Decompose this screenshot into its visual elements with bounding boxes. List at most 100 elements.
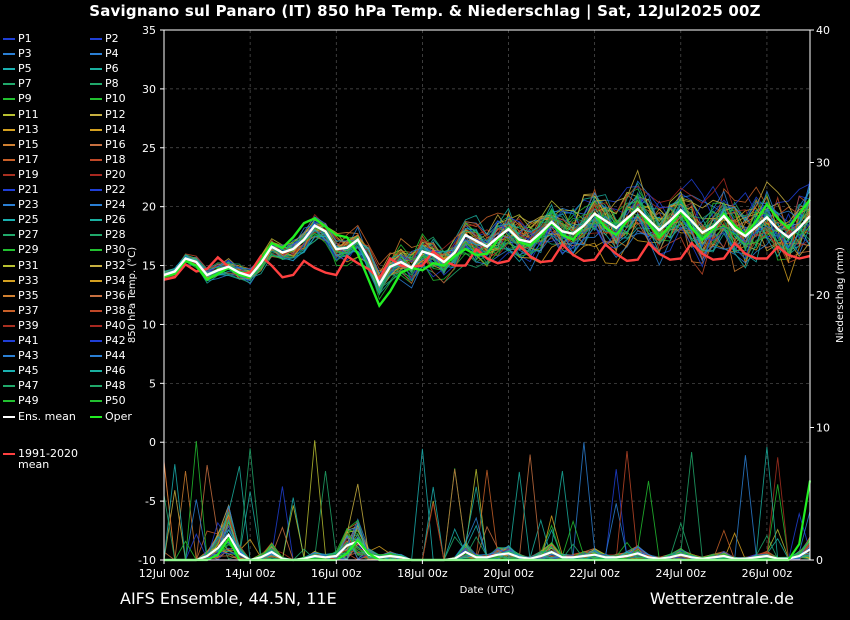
legend-label: Ens. mean bbox=[18, 409, 76, 423]
legend-swatch bbox=[3, 219, 15, 222]
legend-entry: Ens. mean bbox=[3, 410, 76, 424]
precip-line-P11 bbox=[164, 440, 811, 561]
y-tick-label: 30 bbox=[142, 83, 156, 96]
legend-swatch bbox=[3, 98, 15, 101]
legend-label: P40 bbox=[105, 318, 126, 332]
axes: 35 30 25 20 15 10 5 0 -5 -10 40 30 20 10 0 12Jul 00z 14J… bbox=[127, 24, 846, 596]
legend-swatch bbox=[90, 204, 102, 207]
legend-entry: P24 bbox=[90, 198, 126, 212]
chart-title: Savignano sul Panaro (IT) 850 hPa Temp. … bbox=[89, 2, 761, 20]
legend-label: P29 bbox=[18, 243, 39, 257]
legend-label: P39 bbox=[18, 318, 39, 332]
legend-label: P44 bbox=[105, 349, 126, 363]
legend-label: P16 bbox=[105, 137, 126, 151]
y2-tick-label: 0 bbox=[816, 554, 823, 567]
precip-line-P25 bbox=[164, 448, 811, 561]
legend-label: P5 bbox=[18, 62, 32, 76]
legend-entry: P1 bbox=[3, 32, 32, 46]
legend-entry: P43 bbox=[3, 349, 39, 363]
legend-label: P31 bbox=[18, 258, 39, 272]
precip-line-P31 bbox=[164, 469, 811, 561]
legend-entry: P49 bbox=[3, 394, 39, 408]
legend-swatch bbox=[90, 38, 102, 40]
y-axis-label: 850 hPa Temp. (°C) bbox=[127, 247, 138, 343]
legend-swatch bbox=[3, 158, 15, 161]
y-tick-label: -10 bbox=[138, 554, 156, 567]
y-tick-label: 5 bbox=[149, 377, 156, 390]
legend-swatch bbox=[90, 234, 102, 237]
ensemble-line-P50 bbox=[163, 194, 811, 287]
legend-label: P11 bbox=[18, 107, 39, 121]
legend-entry: P12 bbox=[90, 108, 126, 122]
legend-label: P33 bbox=[18, 273, 39, 287]
legend-entry: P20 bbox=[90, 168, 126, 182]
legend-swatch bbox=[3, 385, 15, 388]
series-line-ens-mean bbox=[163, 207, 811, 288]
legend-swatch bbox=[3, 294, 15, 297]
legend-entry: P13 bbox=[3, 123, 39, 137]
legend-swatch bbox=[90, 294, 102, 297]
legend-label: P32 bbox=[105, 258, 126, 272]
precip-line-P30 bbox=[164, 468, 811, 561]
precipitation-members bbox=[163, 440, 811, 561]
precip-line-P38 bbox=[164, 450, 811, 561]
legend-entry: P44 bbox=[90, 349, 126, 363]
legend-swatch bbox=[3, 204, 15, 207]
legend-label: P10 bbox=[105, 92, 126, 106]
legend-label: P17 bbox=[18, 152, 39, 166]
legend-entry: P25 bbox=[3, 213, 39, 227]
main-series bbox=[163, 198, 812, 562]
legend-swatch bbox=[3, 340, 15, 342]
legend-label: P24 bbox=[105, 198, 126, 212]
legend-swatch bbox=[90, 173, 102, 176]
legend-swatch bbox=[90, 309, 102, 312]
legend-swatch bbox=[3, 249, 15, 252]
legend-swatch bbox=[3, 264, 15, 267]
legend-entry: P34 bbox=[90, 274, 126, 288]
legend-swatch bbox=[90, 279, 102, 282]
legend-entry: P8 bbox=[90, 77, 119, 91]
ensemble-members bbox=[163, 169, 811, 301]
y-tick-label: 15 bbox=[142, 260, 156, 273]
legend-label: P9 bbox=[18, 92, 32, 106]
legend-entry: P48 bbox=[90, 379, 126, 393]
legend-entry: P17 bbox=[3, 153, 39, 167]
legend-swatch bbox=[3, 143, 15, 146]
legend-label: P19 bbox=[18, 167, 39, 181]
legend-entry: P18 bbox=[90, 153, 126, 167]
precip-line-P2 bbox=[164, 469, 811, 561]
precip-line-P21 bbox=[164, 486, 811, 561]
precip-line-P45 bbox=[163, 464, 811, 561]
legend-swatch bbox=[90, 400, 102, 403]
legend-entry: P21 bbox=[3, 183, 39, 197]
x-tick-label: 26Jul 00z bbox=[742, 567, 793, 580]
legend-entry: P7 bbox=[3, 77, 32, 91]
ensemble-line-P36 bbox=[163, 202, 811, 280]
legend-label: P28 bbox=[105, 228, 126, 242]
precip-line-P8 bbox=[164, 470, 811, 561]
precip-line-P46 bbox=[164, 446, 811, 561]
x-tick-label: 14Jul 00z bbox=[225, 567, 276, 580]
legend-swatch bbox=[90, 249, 102, 252]
legend-entry: P2 bbox=[90, 32, 119, 46]
legend-label: Oper bbox=[105, 409, 132, 423]
legend-label: P23 bbox=[18, 198, 39, 212]
legend-entry: P40 bbox=[90, 319, 126, 333]
legend-entry: P26 bbox=[90, 213, 126, 227]
legend-entry: P41 bbox=[3, 334, 39, 348]
y-tick-label: 25 bbox=[142, 142, 156, 155]
y-tick-label: 20 bbox=[142, 201, 156, 214]
legend-entry: P35 bbox=[3, 289, 39, 303]
y-tick-label: 0 bbox=[149, 436, 156, 449]
legend-label: P36 bbox=[105, 288, 126, 302]
legend-entry: P28 bbox=[90, 228, 126, 242]
series-line-1991-2020-mean bbox=[163, 241, 811, 281]
legend-entry: P31 bbox=[3, 259, 39, 273]
legend-label: P35 bbox=[18, 288, 39, 302]
legend-entry: P11 bbox=[3, 108, 39, 122]
legend-swatch bbox=[3, 324, 15, 327]
legend-entry: P6 bbox=[90, 62, 119, 76]
precip-line-P6 bbox=[164, 466, 811, 561]
legend-swatch bbox=[3, 452, 15, 455]
